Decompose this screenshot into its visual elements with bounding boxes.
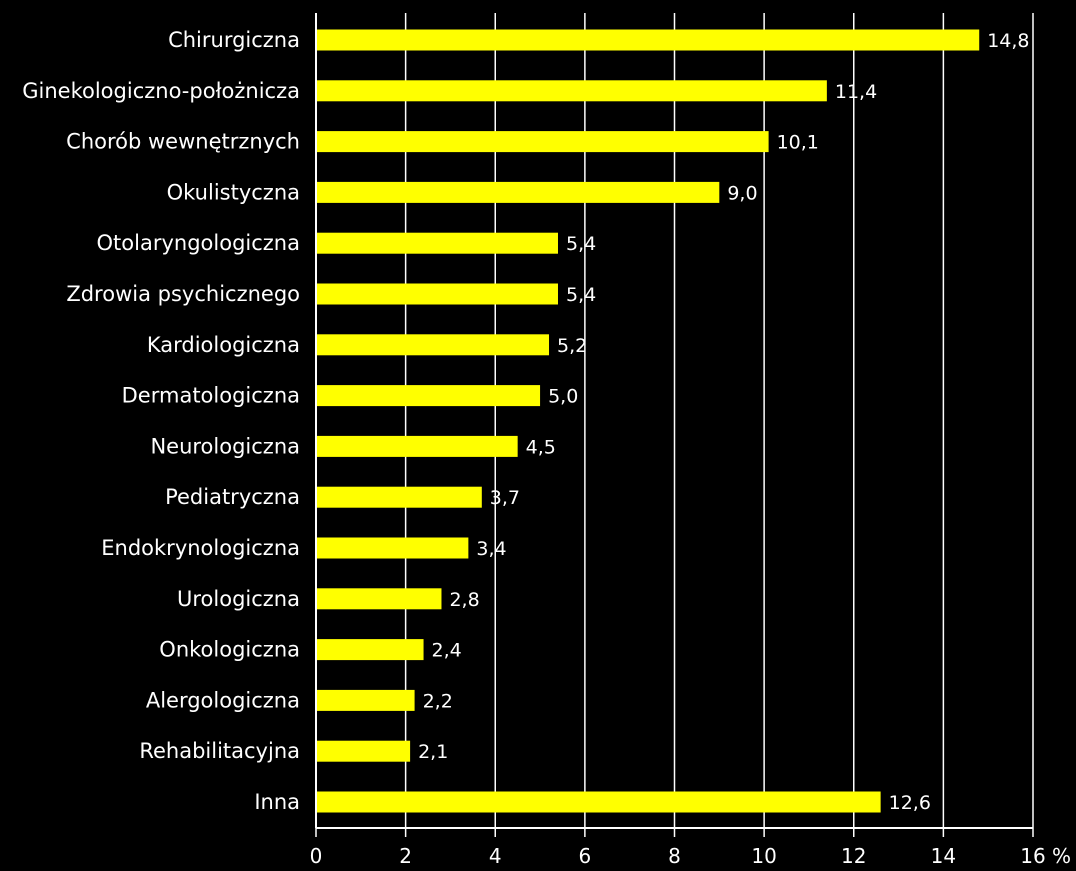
bar bbox=[316, 232, 558, 254]
bar bbox=[316, 181, 720, 203]
value-label: 3,4 bbox=[476, 538, 506, 560]
x-tick-label: 10 bbox=[751, 844, 776, 868]
x-tick-label: 2 bbox=[399, 844, 412, 868]
value-label: 14,8 bbox=[987, 30, 1029, 52]
x-tick-label: 8 bbox=[668, 844, 681, 868]
bar bbox=[316, 80, 827, 102]
bar bbox=[316, 537, 469, 559]
category-label: Rehabilitacyjna bbox=[139, 739, 300, 763]
value-label: 5,4 bbox=[566, 233, 596, 255]
x-tick-label: 14 bbox=[931, 844, 956, 868]
label-layer: Chirurgiczna 14,8 Ginekologiczno-położnicz… bbox=[22, 28, 1029, 814]
value-label: 2,8 bbox=[449, 589, 479, 611]
x-unit-label: % bbox=[1052, 844, 1071, 868]
bar bbox=[316, 283, 558, 305]
bar-layer bbox=[316, 29, 980, 813]
category-label: Otolaryngologiczna bbox=[97, 231, 300, 255]
category-label: Endokrynologiczna bbox=[101, 536, 300, 560]
bar bbox=[316, 639, 424, 661]
x-tick-label: 12 bbox=[841, 844, 866, 868]
category-label: Urologiczna bbox=[177, 587, 300, 611]
value-label: 5,2 bbox=[557, 335, 587, 357]
value-label: 3,7 bbox=[490, 487, 520, 509]
axis-layer: 0 2 4 6 8 10 12 14 16% bbox=[310, 13, 1071, 868]
category-label: Ginekologiczno-położnicza bbox=[22, 79, 300, 103]
x-tick-label: 16 bbox=[1020, 844, 1045, 868]
bar bbox=[316, 385, 541, 407]
category-label: Pediatryczna bbox=[165, 485, 300, 509]
category-label: Zdrowia psychicznego bbox=[66, 282, 300, 306]
bar bbox=[316, 689, 415, 711]
category-label: Chirurgiczna bbox=[168, 28, 300, 52]
value-label: 2,2 bbox=[423, 690, 453, 712]
value-label: 9,0 bbox=[727, 182, 757, 204]
value-label: 4,5 bbox=[526, 436, 556, 458]
value-label: 10,1 bbox=[777, 132, 819, 154]
bar bbox=[316, 588, 442, 610]
x-tick-label: 6 bbox=[579, 844, 592, 868]
bar bbox=[316, 486, 482, 508]
bar bbox=[316, 29, 980, 51]
value-label: 5,4 bbox=[566, 284, 596, 306]
value-label: 2,4 bbox=[432, 640, 462, 662]
category-label: Okulistyczna bbox=[167, 180, 300, 204]
category-label: Neurologiczna bbox=[150, 434, 300, 458]
value-label: 11,4 bbox=[835, 81, 877, 103]
category-label: Chorób wewnętrznych bbox=[66, 130, 300, 154]
value-label: 12,6 bbox=[889, 792, 931, 814]
x-tick-label: 0 bbox=[310, 844, 323, 868]
x-tick-label: 4 bbox=[489, 844, 502, 868]
value-label: 2,1 bbox=[418, 741, 448, 763]
category-label: Inna bbox=[254, 790, 300, 814]
category-label: Alergologiczna bbox=[146, 688, 300, 712]
category-label: Dermatologiczna bbox=[122, 384, 300, 408]
bar bbox=[316, 740, 411, 762]
bar bbox=[316, 334, 550, 356]
category-label: Kardiologiczna bbox=[147, 333, 300, 357]
bar bbox=[316, 791, 881, 813]
bar bbox=[316, 435, 518, 457]
value-label: 5,0 bbox=[548, 386, 578, 408]
bar bbox=[316, 131, 769, 153]
category-label: Onkologiczna bbox=[159, 638, 300, 662]
